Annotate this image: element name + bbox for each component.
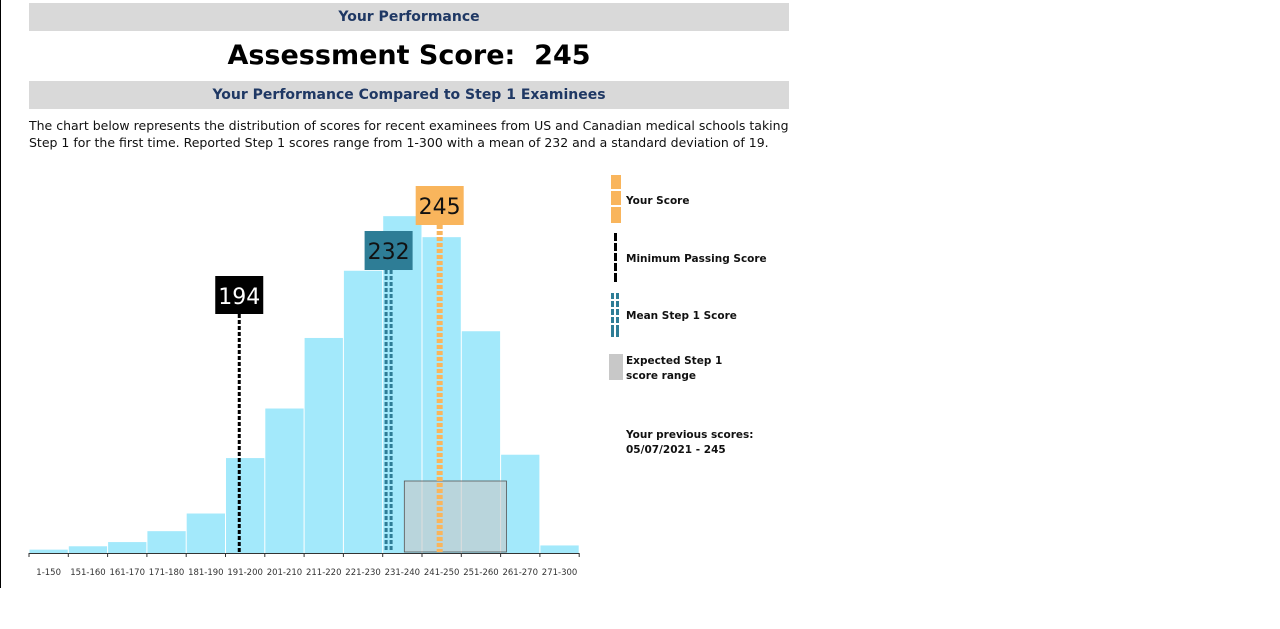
x-tick-label: 231-240 xyxy=(385,568,421,578)
assessment-score-value: 245 xyxy=(534,40,591,71)
x-tick-label: 161-170 xyxy=(109,568,145,578)
bar xyxy=(226,458,265,553)
bar xyxy=(265,408,304,553)
chart-description: The chart below represents the distribut… xyxy=(29,118,789,150)
previous-score-entry: 05/07/2021 - 245 xyxy=(626,444,726,456)
comparison-header: Your Performance Compared to Step 1 Exam… xyxy=(29,81,789,109)
x-tick-label: 221-230 xyxy=(345,568,381,578)
bar xyxy=(108,542,147,553)
bar xyxy=(68,546,108,553)
x-tick-label: 191-200 xyxy=(227,568,263,578)
legend-your-score-icon xyxy=(611,175,621,223)
performance-header: Your Performance xyxy=(29,3,789,31)
mean-label: 232 xyxy=(368,240,410,265)
min-passing-label-box xyxy=(215,276,264,314)
x-tick-label: 171-180 xyxy=(149,568,185,578)
bar xyxy=(304,337,343,553)
previous-scores: Your previous scores: 05/07/2021 - 245 xyxy=(626,428,753,458)
your-score-label-box xyxy=(415,186,464,225)
bar xyxy=(501,454,540,553)
x-tick-label: 181-190 xyxy=(188,568,224,578)
legend-expected-range-icon xyxy=(609,354,623,380)
left-border xyxy=(0,0,1,588)
x-tick-label: 251-260 xyxy=(463,568,499,578)
legend-your-score-label: Your Score xyxy=(626,195,690,207)
mean-label-box xyxy=(364,231,413,270)
expected-range-box xyxy=(403,480,507,553)
bar xyxy=(147,531,186,553)
min-passing-label: 194 xyxy=(218,285,260,310)
assessment-score-title: Assessment Score: 245 xyxy=(29,40,789,71)
bar xyxy=(29,549,68,553)
x-tick-label: 261-270 xyxy=(502,568,538,578)
x-tick-label: 1-150 xyxy=(36,568,61,578)
x-tick-label: 151-160 xyxy=(70,568,106,578)
your-score-label: 245 xyxy=(419,195,461,220)
legend-mean-label: Mean Step 1 Score xyxy=(626,310,737,322)
x-tick-label: 241-250 xyxy=(424,568,460,578)
x-tick-label: 211-220 xyxy=(306,568,342,578)
bar xyxy=(343,270,383,553)
legend-swatches xyxy=(609,175,623,380)
bar xyxy=(540,545,579,553)
score-distribution-chart: 1-150 151-160 161-170 171-180 181-190 191-200… xyxy=(28,186,580,578)
legend-min-passing-label: Minimum Passing Score xyxy=(626,253,767,265)
x-tick-label: 271-300 xyxy=(542,568,578,578)
assessment-score-label: Assessment Score: xyxy=(227,40,516,71)
bar xyxy=(186,513,225,553)
legend-min-passing-icon xyxy=(614,233,617,282)
x-tick-label: 201-210 xyxy=(267,568,303,578)
previous-scores-label: Your previous scores: xyxy=(626,429,754,441)
legend-mean-icon xyxy=(611,293,619,337)
legend-expected-range-label: Expected Step 1 score range xyxy=(626,355,723,382)
